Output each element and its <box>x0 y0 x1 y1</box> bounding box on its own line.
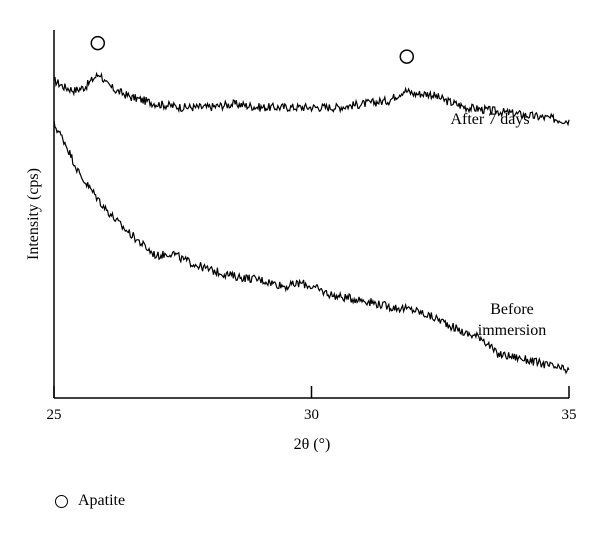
x-tick-label: 35 <box>562 407 577 423</box>
axes <box>53 30 569 399</box>
apatite-peak-marker <box>399 49 415 64</box>
y-axis-title: Intensity (cps) <box>25 168 42 260</box>
series-label-before: Before <box>490 301 534 318</box>
series-label-after-7-days: After 7 days <box>450 111 529 128</box>
legend: Apatite <box>55 492 125 510</box>
apatite-markers <box>90 35 415 64</box>
series-layer <box>53 71 570 375</box>
x-tick-label: 30 <box>304 407 319 423</box>
circle-outline-icon <box>55 494 68 508</box>
apatite-peak-marker <box>90 35 106 51</box>
series-line-after-7-days <box>53 71 570 127</box>
series-label-immersion: immersion <box>478 322 546 339</box>
x-tick-label: 25 <box>47 407 62 423</box>
x-axis-title: 2θ (°) <box>294 436 331 453</box>
legend-label-apatite: Apatite <box>78 492 126 509</box>
x-ticks: 25 30 35 <box>47 386 577 423</box>
series-line-before-immersion <box>53 120 570 375</box>
